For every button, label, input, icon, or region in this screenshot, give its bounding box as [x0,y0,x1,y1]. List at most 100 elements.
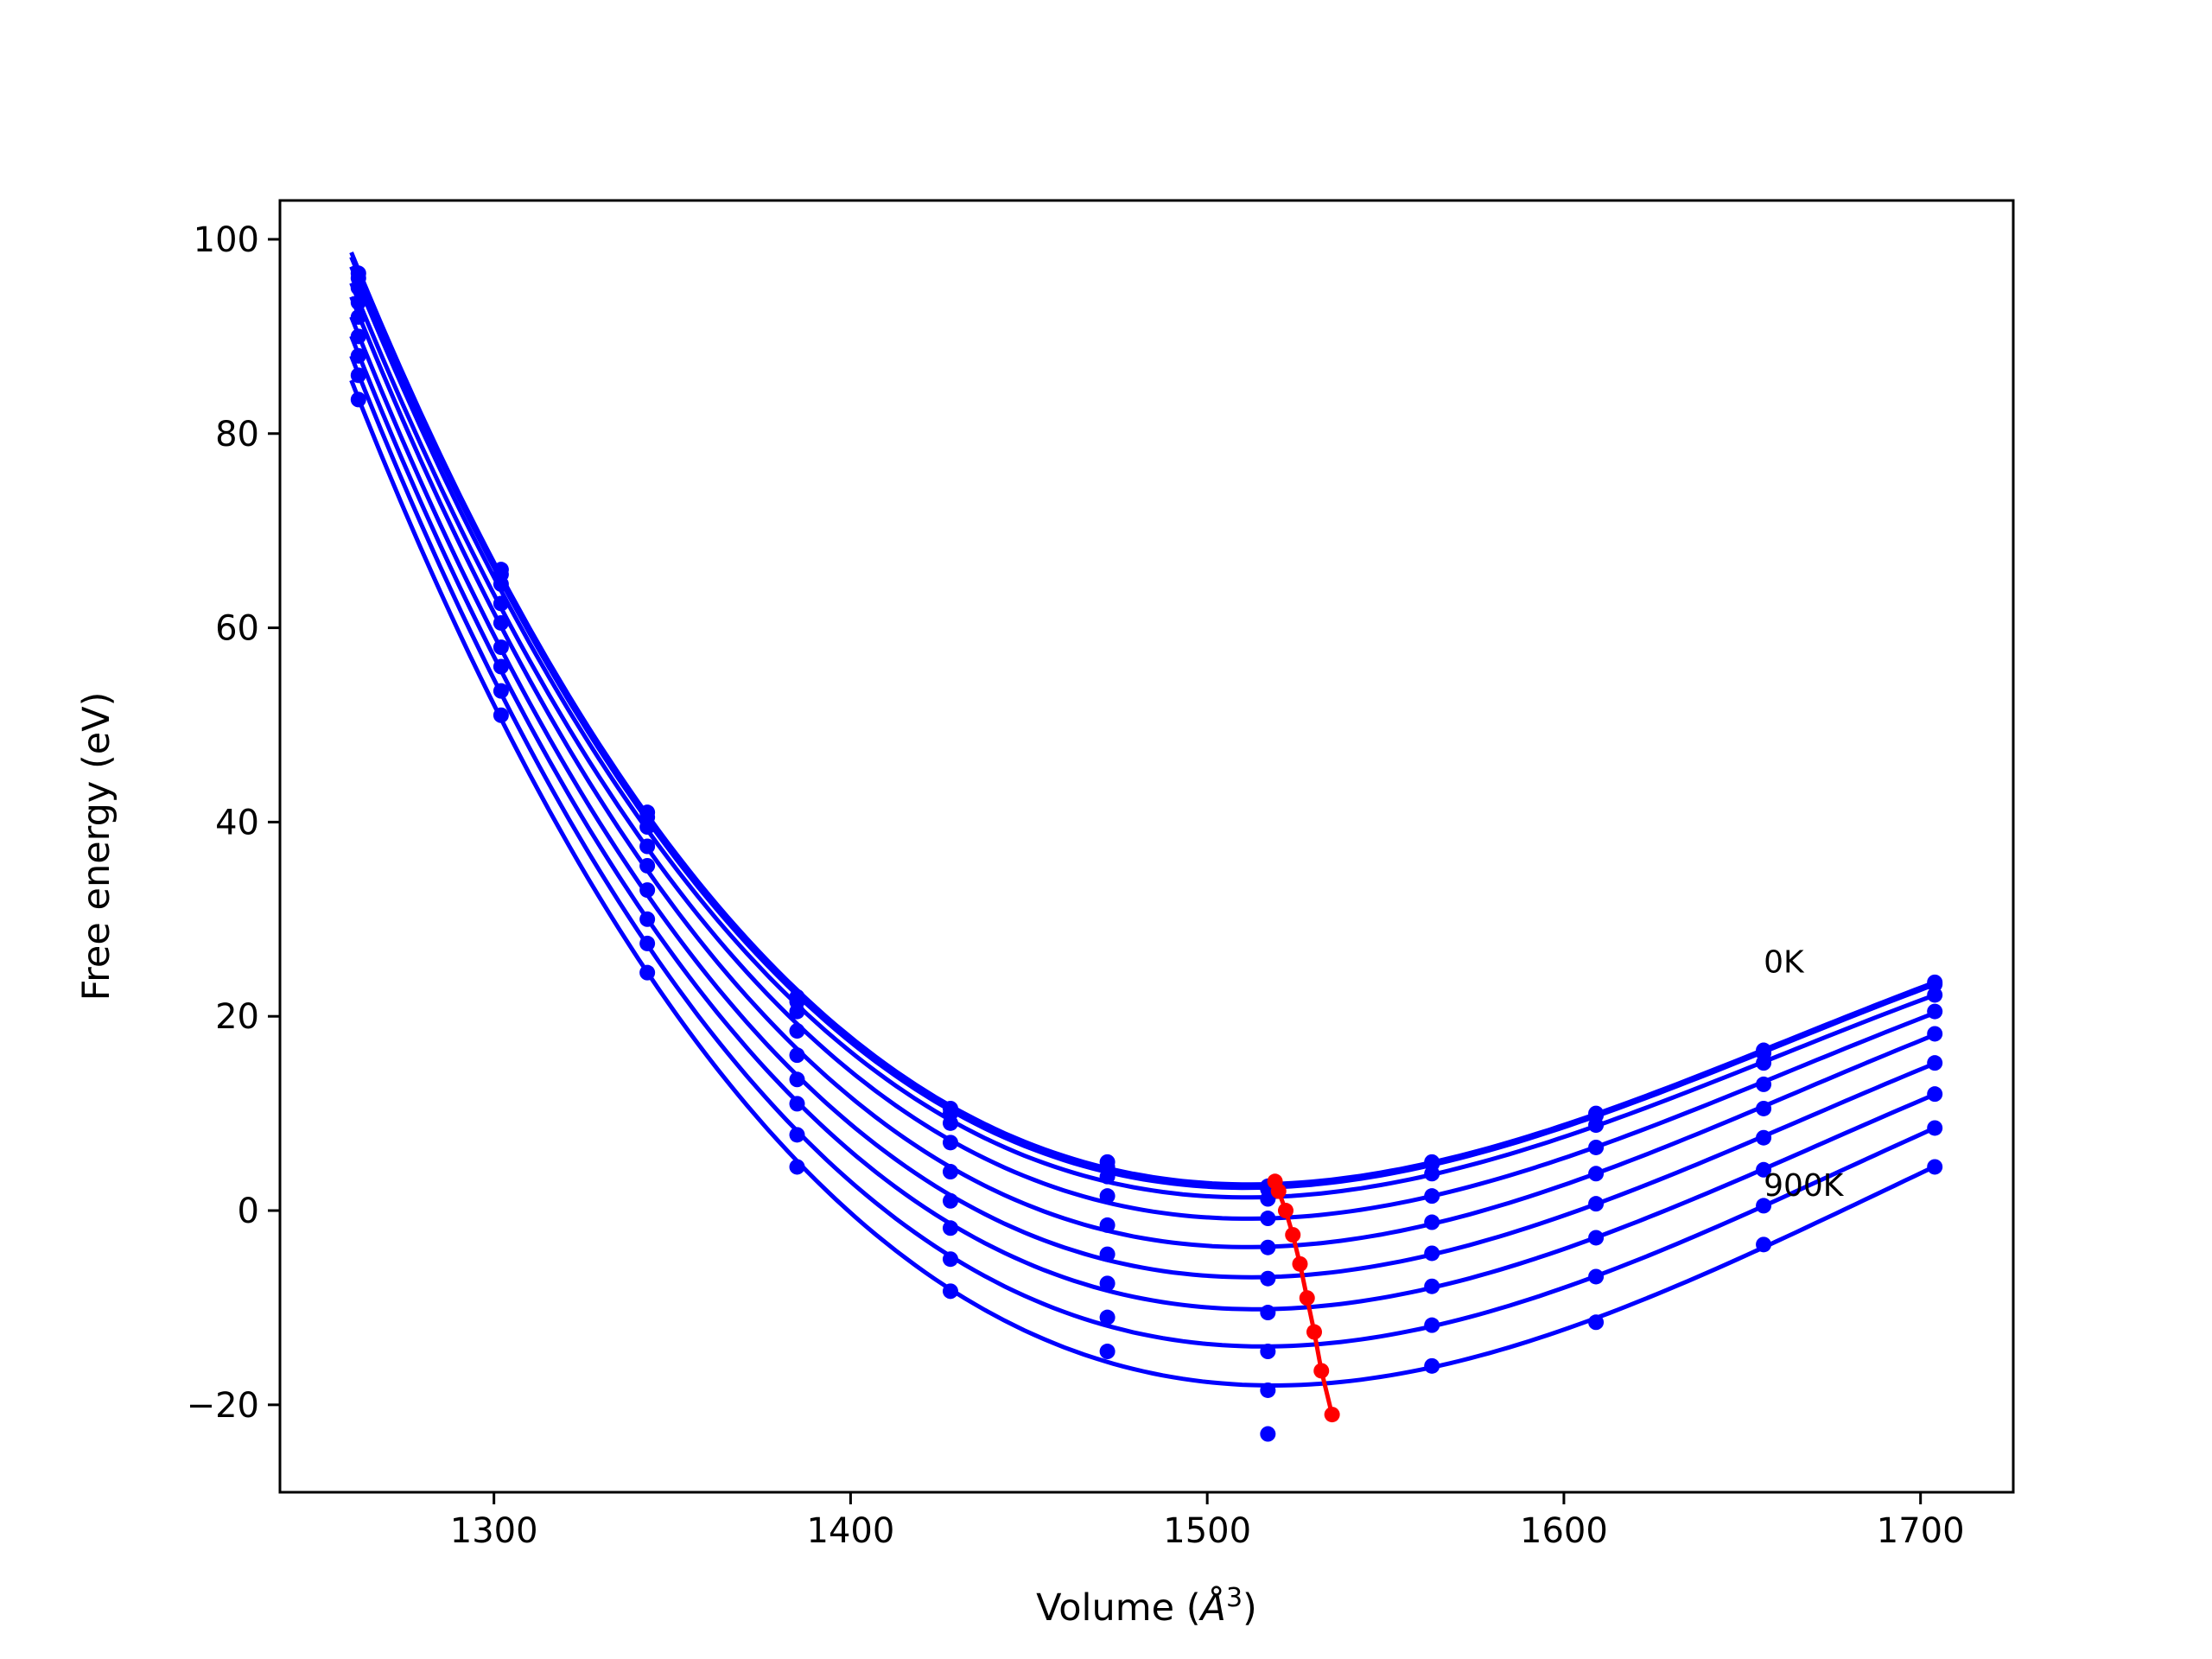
data-point [493,658,509,675]
minimum-point [1299,1290,1315,1306]
y-tick-label: 20 [215,997,259,1037]
data-point [493,639,509,656]
data-point [1099,1217,1116,1233]
minimum-line-group [1267,1173,1340,1423]
data-point [1756,1055,1772,1071]
x-axis-label-exponent: 3 [1226,1583,1243,1613]
data-point [1099,1188,1116,1205]
data-point [1927,1026,1943,1042]
data-point [1588,1268,1605,1285]
fit-curve-3 [349,282,1936,1221]
data-point [493,614,509,631]
data-point [1260,1239,1276,1255]
data-point [942,1283,958,1300]
x-tick-label: 1700 [1877,1511,1965,1551]
data-point [1260,1191,1276,1207]
data-point [942,1220,958,1236]
data-point [1588,1166,1605,1182]
x-tick-label: 1300 [450,1511,538,1551]
data-point [1260,1426,1276,1442]
data-point [1927,1159,1943,1175]
data-point [942,1192,958,1209]
curve-annotation: 900K [1764,1168,1845,1204]
data-point [789,1127,805,1143]
data-point [1424,1188,1440,1205]
fit-curve-7 [349,355,1936,1349]
data-point [639,857,656,874]
y-axis-ticks: −20 0 20 40 60 80 100 [187,220,280,1426]
data-point [1588,1196,1605,1212]
data-point [1260,1305,1276,1321]
data-point [789,1023,805,1039]
data-point [1927,976,1943,993]
annotations: 0K 900K [1764,945,1845,1205]
data-point [789,1071,805,1088]
y-tick-label: 60 [215,609,259,649]
data-point [1424,1278,1440,1294]
data-point [350,391,366,408]
x-tick-label: 1400 [807,1511,895,1551]
data-points [350,265,1943,1442]
data-point [1588,1314,1605,1331]
data-point [1756,1076,1772,1092]
fit-curve-8 [349,379,1936,1389]
data-point [1756,1198,1772,1214]
data-point [639,964,656,981]
y-axis-label: Free energy (eV) [75,692,118,1001]
y-tick-label: −20 [187,1386,259,1426]
curve-annotation: 0K [1764,945,1805,981]
plot-frame [278,199,2015,1494]
fit-curves [349,251,1936,1389]
minimum-point [1285,1227,1301,1243]
data-point [789,1003,805,1020]
data-point [1756,1161,1772,1178]
data-point [350,328,366,345]
minimum-point [1277,1203,1294,1219]
data-point [493,707,509,723]
data-point [1424,1245,1440,1262]
data-point [942,1251,958,1268]
x-axis-label-close: ) [1243,1586,1257,1630]
minimum-point [1306,1324,1322,1340]
data-point [1424,1166,1440,1182]
data-point [493,576,509,593]
data-point [639,882,656,899]
data-point [1260,1382,1276,1398]
data-point [639,935,656,951]
data-point [789,1096,805,1112]
y-tick-label: 100 [194,220,259,260]
data-point [1099,1309,1116,1325]
data-point [639,911,656,927]
data-point [789,1159,805,1175]
data-point [1927,1003,1943,1020]
data-point [942,1135,958,1151]
fit-curve-6 [349,335,1936,1312]
x-axis-label-unit: Å [1198,1586,1226,1630]
data-point [350,280,366,296]
fit-curve-1 [349,256,1936,1191]
x-axis-label-text: Volume ( [1036,1586,1200,1630]
data-point [1756,1129,1772,1146]
data-point [639,819,656,836]
data-point [1260,1211,1276,1227]
data-point [1099,1344,1116,1360]
data-point [1927,1055,1943,1071]
x-tick-label: 1500 [1163,1511,1251,1551]
data-point [493,683,509,699]
data-point [350,295,366,311]
data-point [1424,1317,1440,1333]
fit-curve-4 [349,296,1936,1249]
data-point [1424,1357,1440,1374]
data-point [1260,1270,1276,1287]
data-point [1927,1120,1943,1136]
data-point [493,595,509,612]
minimum-point [1313,1363,1330,1379]
data-point [1099,1168,1116,1185]
x-tick-label: 1600 [1520,1511,1608,1551]
data-point [1588,1139,1605,1155]
data-point [1099,1246,1116,1262]
data-point [942,1164,958,1180]
y-tick-label: 40 [215,803,259,842]
minimum-point [1270,1183,1287,1199]
